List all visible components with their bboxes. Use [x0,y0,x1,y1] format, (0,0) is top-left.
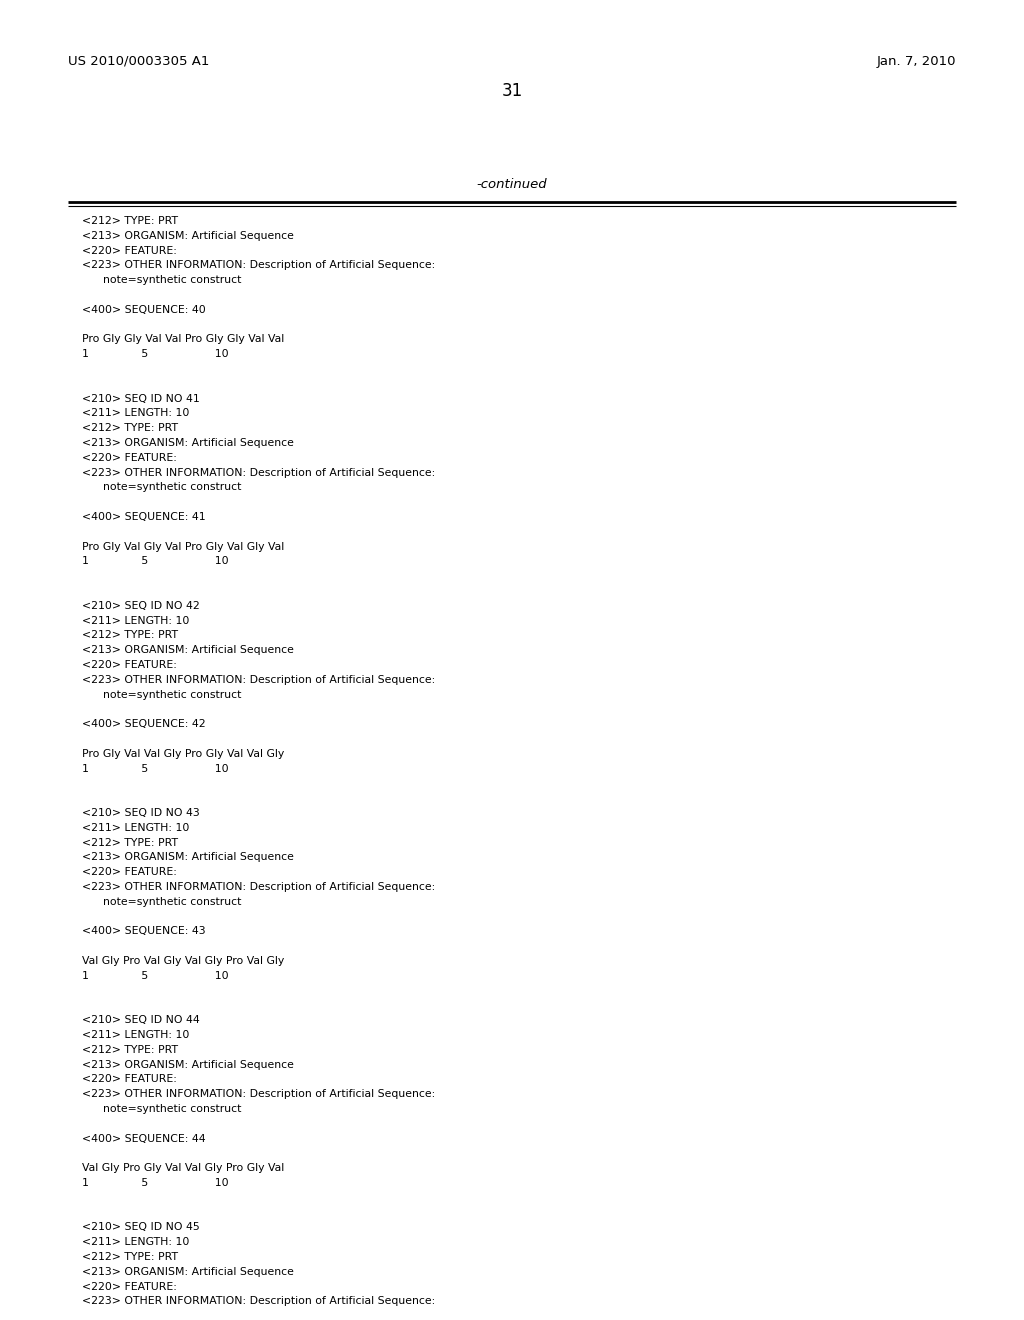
Text: 1               5                   10: 1 5 10 [82,1177,228,1188]
Text: <220> FEATURE:: <220> FEATURE: [82,660,177,671]
Text: <223> OTHER INFORMATION: Description of Artificial Sequence:: <223> OTHER INFORMATION: Description of … [82,675,435,685]
Text: 31: 31 [502,82,522,100]
Text: <210> SEQ ID NO 41: <210> SEQ ID NO 41 [82,393,200,404]
Text: <212> TYPE: PRT: <212> TYPE: PRT [82,216,178,226]
Text: -continued: -continued [477,178,547,191]
Text: Pro Gly Gly Val Val Pro Gly Gly Val Val: Pro Gly Gly Val Val Pro Gly Gly Val Val [82,334,285,345]
Text: US 2010/0003305 A1: US 2010/0003305 A1 [68,55,209,69]
Text: <213> ORGANISM: Artificial Sequence: <213> ORGANISM: Artificial Sequence [82,1267,294,1276]
Text: <400> SEQUENCE: 40: <400> SEQUENCE: 40 [82,305,206,314]
Text: <223> OTHER INFORMATION: Description of Artificial Sequence:: <223> OTHER INFORMATION: Description of … [82,882,435,892]
Text: 1               5                   10: 1 5 10 [82,970,228,981]
Text: Val Gly Pro Val Gly Val Gly Pro Val Gly: Val Gly Pro Val Gly Val Gly Pro Val Gly [82,956,285,966]
Text: <220> FEATURE:: <220> FEATURE: [82,1282,177,1291]
Text: <212> TYPE: PRT: <212> TYPE: PRT [82,424,178,433]
Text: <210> SEQ ID NO 42: <210> SEQ ID NO 42 [82,601,200,611]
Text: <211> LENGTH: 10: <211> LENGTH: 10 [82,822,189,833]
Text: <210> SEQ ID NO 43: <210> SEQ ID NO 43 [82,808,200,818]
Text: <400> SEQUENCE: 42: <400> SEQUENCE: 42 [82,719,206,729]
Text: <211> LENGTH: 10: <211> LENGTH: 10 [82,1237,189,1247]
Text: <400> SEQUENCE: 41: <400> SEQUENCE: 41 [82,512,206,521]
Text: <213> ORGANISM: Artificial Sequence: <213> ORGANISM: Artificial Sequence [82,231,294,240]
Text: <223> OTHER INFORMATION: Description of Artificial Sequence:: <223> OTHER INFORMATION: Description of … [82,1296,435,1307]
Text: note=synthetic construct: note=synthetic construct [82,689,242,700]
Text: Pro Gly Val Val Gly Pro Gly Val Val Gly: Pro Gly Val Val Gly Pro Gly Val Val Gly [82,748,285,759]
Text: <211> LENGTH: 10: <211> LENGTH: 10 [82,408,189,418]
Text: <213> ORGANISM: Artificial Sequence: <213> ORGANISM: Artificial Sequence [82,853,294,862]
Text: Pro Gly Val Gly Val Pro Gly Val Gly Val: Pro Gly Val Gly Val Pro Gly Val Gly Val [82,541,285,552]
Text: <223> OTHER INFORMATION: Description of Artificial Sequence:: <223> OTHER INFORMATION: Description of … [82,467,435,478]
Text: <211> LENGTH: 10: <211> LENGTH: 10 [82,615,189,626]
Text: <212> TYPE: PRT: <212> TYPE: PRT [82,1045,178,1055]
Text: Jan. 7, 2010: Jan. 7, 2010 [877,55,956,69]
Text: <213> ORGANISM: Artificial Sequence: <213> ORGANISM: Artificial Sequence [82,438,294,447]
Text: <400> SEQUENCE: 43: <400> SEQUENCE: 43 [82,927,206,936]
Text: <220> FEATURE:: <220> FEATURE: [82,453,177,463]
Text: 1               5                   10: 1 5 10 [82,350,228,359]
Text: note=synthetic construct: note=synthetic construct [82,896,242,907]
Text: <211> LENGTH: 10: <211> LENGTH: 10 [82,1030,189,1040]
Text: <213> ORGANISM: Artificial Sequence: <213> ORGANISM: Artificial Sequence [82,1060,294,1069]
Text: <210> SEQ ID NO 44: <210> SEQ ID NO 44 [82,1015,200,1026]
Text: <223> OTHER INFORMATION: Description of Artificial Sequence:: <223> OTHER INFORMATION: Description of … [82,1089,435,1100]
Text: 1               5                   10: 1 5 10 [82,763,228,774]
Text: 1               5                   10: 1 5 10 [82,557,228,566]
Text: <220> FEATURE:: <220> FEATURE: [82,867,177,878]
Text: note=synthetic construct: note=synthetic construct [82,1104,242,1114]
Text: note=synthetic construct: note=synthetic construct [82,482,242,492]
Text: <212> TYPE: PRT: <212> TYPE: PRT [82,838,178,847]
Text: Val Gly Pro Gly Val Val Gly Pro Gly Val: Val Gly Pro Gly Val Val Gly Pro Gly Val [82,1163,285,1173]
Text: note=synthetic construct: note=synthetic construct [82,275,242,285]
Text: <212> TYPE: PRT: <212> TYPE: PRT [82,631,178,640]
Text: <223> OTHER INFORMATION: Description of Artificial Sequence:: <223> OTHER INFORMATION: Description of … [82,260,435,271]
Text: <220> FEATURE:: <220> FEATURE: [82,1074,177,1085]
Text: <213> ORGANISM: Artificial Sequence: <213> ORGANISM: Artificial Sequence [82,645,294,655]
Text: <210> SEQ ID NO 45: <210> SEQ ID NO 45 [82,1222,200,1233]
Text: <212> TYPE: PRT: <212> TYPE: PRT [82,1251,178,1262]
Text: <400> SEQUENCE: 44: <400> SEQUENCE: 44 [82,1134,206,1143]
Text: <220> FEATURE:: <220> FEATURE: [82,246,177,256]
